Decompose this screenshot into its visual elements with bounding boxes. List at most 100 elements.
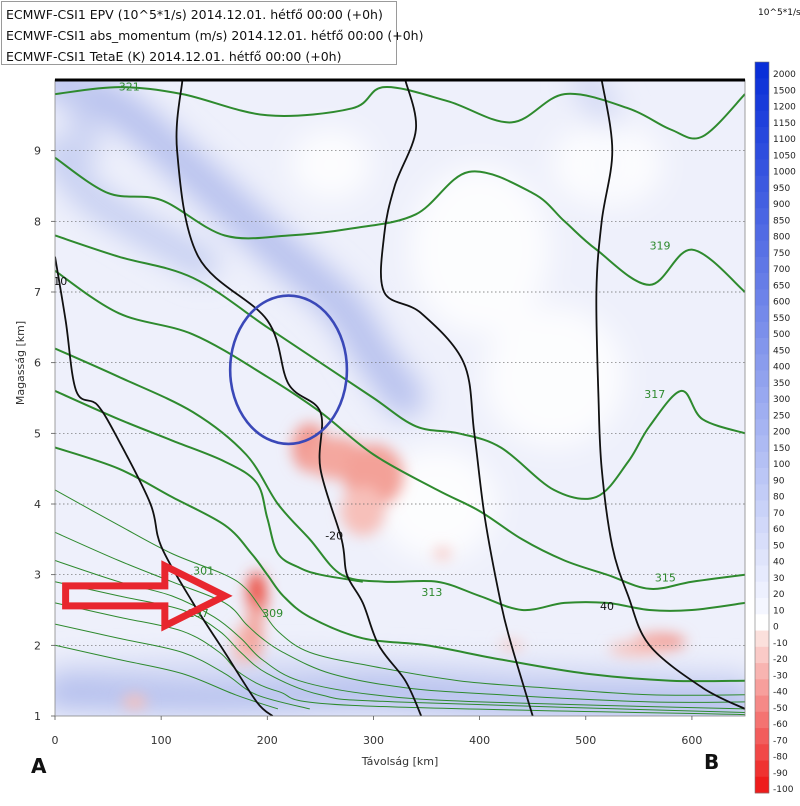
y-tick-label: 7 — [34, 286, 41, 299]
colorbar-label: 1150 — [773, 119, 796, 129]
colorbar-label: 250 — [773, 411, 790, 421]
epv-neutral-area — [552, 122, 662, 207]
contour-label: 10 — [53, 275, 67, 288]
axes: 0 100 200 300 400 500 600 1 2 3 4 5 6 7 8 9 — [34, 145, 702, 747]
annotation-ellipse — [228, 294, 349, 446]
colorbar-swatch — [755, 468, 769, 485]
legend-box: ECMWF-CSI1 EPV (10^5*1/s) 2014.12.01. hé… — [1, 1, 423, 65]
legend-epv: ECMWF-CSI1 EPV (10^5*1/s) 2014.12.01. hé… — [6, 7, 383, 22]
x-tick-label: 500 — [575, 734, 596, 747]
colorbar-swatch — [755, 256, 769, 274]
x-tick-label: 200 — [257, 734, 278, 747]
colorbar-swatch — [755, 386, 769, 404]
annotations — [62, 294, 349, 632]
colorbar-label: -70 — [773, 736, 788, 746]
y-tick-label: 9 — [34, 145, 41, 158]
colorbar-label: 60 — [773, 525, 785, 535]
colorbar-swatch — [755, 516, 769, 534]
colorbar-label: 80 — [773, 493, 785, 503]
colorbar-swatch — [755, 744, 769, 761]
grid-lines — [55, 150, 745, 646]
colorbar-swatch — [755, 451, 769, 469]
theta-e-contour — [55, 86, 745, 140]
contour-label: 309 — [262, 607, 283, 620]
colorbar-swatch — [755, 614, 769, 631]
colorbar-label: 600 — [773, 298, 790, 308]
epv-neutral-area — [483, 306, 624, 447]
x-tick-label: 400 — [469, 734, 490, 747]
epv-background — [55, 80, 745, 716]
colorbar-label: 20 — [773, 590, 785, 600]
colorbar-label: -100 — [773, 785, 794, 795]
colorbar-label: 700 — [773, 265, 790, 275]
colorbar-label: 650 — [773, 281, 790, 291]
colorbar: 2000150012001150110010501000950900850800… — [754, 61, 796, 795]
abs-momentum-contour — [380, 80, 534, 716]
colorbar-label: -40 — [773, 688, 788, 698]
colorbar-swatch — [755, 598, 769, 615]
colorbar-label: 800 — [773, 233, 790, 243]
colorbar-label: 1200 — [773, 103, 796, 113]
epv-neutral-area — [291, 129, 371, 200]
colorbar-swatch — [755, 776, 769, 794]
colorbar-swatch — [755, 630, 769, 648]
colorbar-swatch — [755, 565, 769, 583]
colorbar-unit: 10^5*1/s — [758, 8, 800, 18]
theta-e-contour — [55, 269, 745, 590]
colorbar-label: 0 — [773, 623, 779, 633]
colorbar-label: 500 — [773, 330, 790, 340]
y-tick-label: 1 — [34, 710, 41, 723]
colorbar-swatch — [755, 500, 769, 518]
colorbar-label: -10 — [773, 639, 788, 649]
colorbar-label: 900 — [773, 200, 790, 210]
colorbar-label: -60 — [773, 720, 788, 730]
colorbar-swatch — [755, 484, 769, 501]
colorbar-label: 1100 — [773, 135, 796, 145]
theta-e-contour — [55, 389, 363, 583]
colorbar-swatch — [755, 143, 769, 160]
colorbar-swatch — [755, 289, 769, 306]
colorbar-swatch — [755, 240, 769, 258]
colorbar-swatch — [755, 78, 769, 95]
epv-positive-band — [55, 135, 219, 279]
colorbar-label: 1000 — [773, 168, 796, 178]
colorbar-swatch — [755, 435, 769, 453]
colorbar-swatch — [755, 273, 769, 290]
colorbar-swatch — [755, 175, 769, 193]
colorbar-label: 450 — [773, 346, 790, 356]
colorbar-label: 400 — [773, 363, 790, 373]
epv-positive-band — [55, 80, 425, 417]
colorbar-label: 150 — [773, 444, 790, 454]
contour-label: 40 — [600, 600, 614, 613]
x-tick-label: 600 — [681, 734, 702, 747]
theta-e-contour — [55, 602, 745, 716]
theta-e-contour — [55, 347, 745, 612]
annotation-arrow — [62, 560, 233, 632]
colorbar-label: -20 — [773, 655, 788, 665]
contour-label: 315 — [655, 572, 676, 585]
y-axis-title: Magasság [km] — [14, 321, 27, 405]
legend-theta-e: ECMWF-CSI1 TetaE (K) 2014.12.01. hétfő 0… — [6, 49, 342, 64]
colorbar-swatch — [755, 305, 769, 323]
contour-label: 313 — [421, 586, 442, 599]
colorbar-swatch — [755, 581, 769, 599]
epv-positive-band — [55, 680, 745, 716]
colorbar-label: 950 — [773, 184, 790, 194]
x-tick-label: 300 — [363, 734, 384, 747]
colorbar-swatch — [755, 419, 769, 436]
epv-field — [55, 80, 745, 716]
theta-e-contour — [55, 644, 279, 710]
colorbar-label: 100 — [773, 460, 790, 470]
y-tick-label: 4 — [34, 498, 41, 511]
colorbar-label: 50 — [773, 541, 785, 551]
theta-e-contour — [55, 156, 745, 293]
colorbar-swatch — [755, 159, 769, 177]
epv-negative-blob — [434, 547, 451, 560]
abs-momentum-contour — [595, 80, 745, 710]
colorbar-swatch — [755, 191, 769, 209]
colorbar-border — [754, 61, 770, 794]
colorbar-label: 550 — [773, 314, 790, 324]
colorbar-label: 750 — [773, 249, 790, 259]
